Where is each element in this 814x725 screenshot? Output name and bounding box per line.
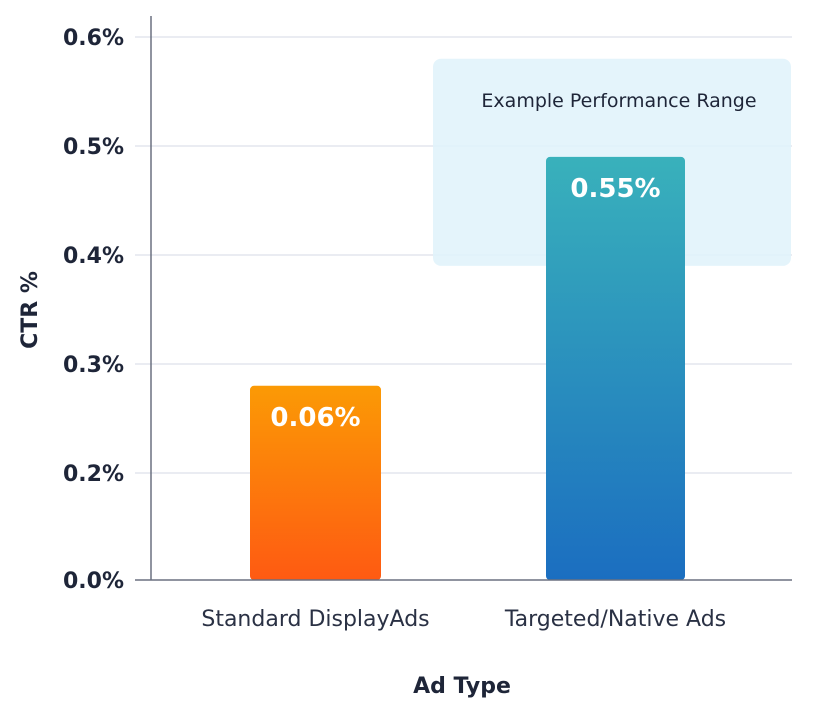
x-axis-title: Ad Type — [413, 674, 511, 699]
bar-2 — [546, 156, 685, 580]
y-tick-label: 0.6% — [63, 26, 124, 51]
x-category-label: Targeted/Native Ads — [504, 607, 726, 632]
bar-value-label: 0.06% — [270, 403, 360, 433]
y-tick-label: 0.5% — [63, 135, 124, 160]
y-axis-title: CTR % — [18, 271, 43, 349]
y-tick-label: 0.3% — [63, 353, 124, 378]
bar-1 — [250, 385, 381, 580]
bar-value-label: 0.55% — [570, 174, 660, 204]
performance-range-label: Example Performance Range — [481, 90, 756, 112]
y-tick-label: 0.4% — [63, 244, 124, 269]
x-category-label: Standard DisplayAds — [201, 607, 429, 632]
y-tick-label: 0.0% — [63, 569, 124, 594]
y-tick-label: 0.2% — [63, 462, 124, 487]
